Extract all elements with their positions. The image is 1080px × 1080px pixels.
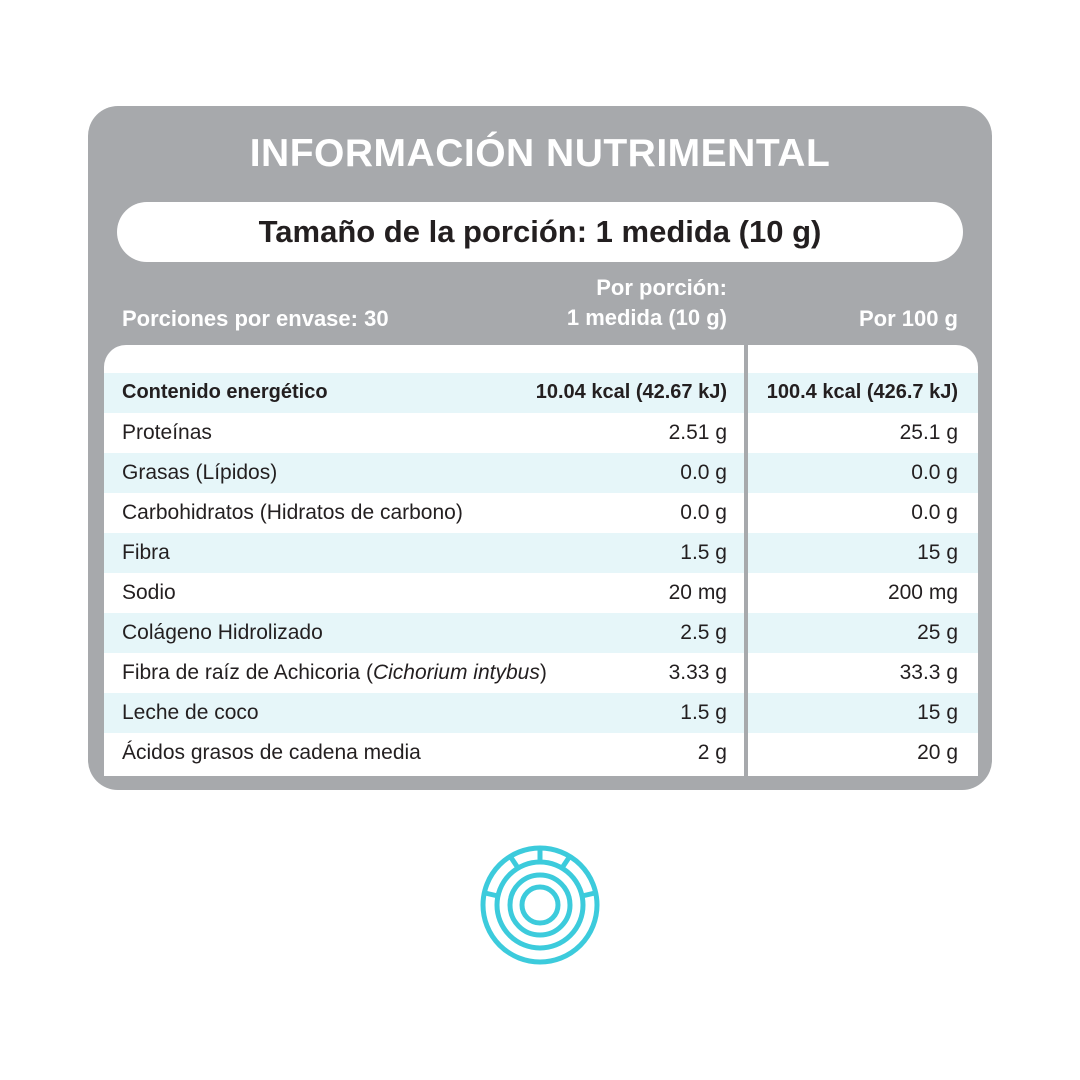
per-portion-value: 2.51 g [668,421,727,444]
per-portion-value: 0.0 g [680,461,727,484]
table-row: Carbohidratos (Hidratos de carbono) 0.0 g… [104,493,978,533]
header-line: 1 medida (10 g) [566,305,727,330]
serving-size: Tamaño de la porción: 1 medida (10 g) [258,214,822,249]
table-row: Colágeno Hidrolizado 2.5 g 25 g [104,613,978,653]
title: INFORMACIÓN NUTRIMENTAL [249,132,831,175]
table-row: Fibra 1.5 g 15 g [104,533,978,573]
row-label: Grasas (Lípidos) [122,461,278,484]
per-100g-value: 100.4 kcal (426.7 kJ) [766,381,958,403]
header-portions: Porciones por envase: 30 [122,306,389,331]
label-part: Cichorium intybus [372,661,540,684]
per-portion-value: 0.0 g [680,501,727,524]
column-divider [744,345,748,776]
per-100g-value: 0.0 g [911,501,958,524]
per-portion-value: 1.5 g [680,541,727,564]
per-100g-value: 25.1 g [899,421,958,444]
per-100g-value: 200 mg [887,581,958,604]
row-label: Colágeno Hidrolizado [122,621,323,644]
row-label: Carbohidratos (Hidratos de carbono) [122,501,463,524]
per-portion-value: 2.5 g [680,621,727,644]
serving-pill [117,202,963,262]
row-label: Fibra de raíz de Achicoria (Cichorium in… [122,661,547,685]
row-label: Contenido energético [122,381,328,403]
table-row: Fibra de raíz de Achicoria (Cichorium in… [104,653,978,693]
table: Contenido energético 10.04 kcal (42.67 kJ… [104,345,978,776]
table-row: Contenido energético 10.04 kcal (42.67 kJ… [104,373,978,413]
per-100g-value: 25 g [917,621,958,644]
table-row: Sodio 20 mg 200 mg [104,573,978,613]
header-per-portion: Por porción: 1 medida (10 g) [567,273,727,333]
icon [480,845,600,965]
row-label: Fibra [122,541,170,564]
per-portion-value: 10.04 kcal (42.67 kJ) [535,381,727,403]
per-100g-value: 20 g [917,741,958,764]
row-label: Sodio [122,581,176,604]
table-row: Ácidos grasos de cadena media 2 g 20 g [104,733,978,773]
per-100g-value: 15 g [917,701,958,724]
header-line: Por porción: [596,275,727,300]
table-row: Grasas (Lípidos) 0.0 g 0.0 g [104,453,978,493]
per-portion-value: 2 g [697,741,727,764]
per-100g-value: 15 g [917,541,958,564]
row-label: Proteínas [122,421,212,444]
per-100g-value: 33.3 g [899,661,958,684]
row-label: Leche de coco [122,701,259,724]
header-per-100g: Por 100 g [858,306,958,331]
per-portion-value: 20 mg [668,581,727,604]
label-part: Fibra de raíz de Achicoria ( [122,661,373,684]
per-portion-value: 3.33 g [668,661,727,684]
row-label: Ácidos grasos de cadena media [122,741,421,764]
per-portion-value: 1.5 g [680,701,727,724]
table-row: Proteínas 2.51 g 25.1 g [104,413,978,453]
table-row: Leche de coco 1.5 g 15 g [104,693,978,733]
per-100g-value: 0.0 g [911,461,958,484]
label-part: ) [539,661,547,684]
